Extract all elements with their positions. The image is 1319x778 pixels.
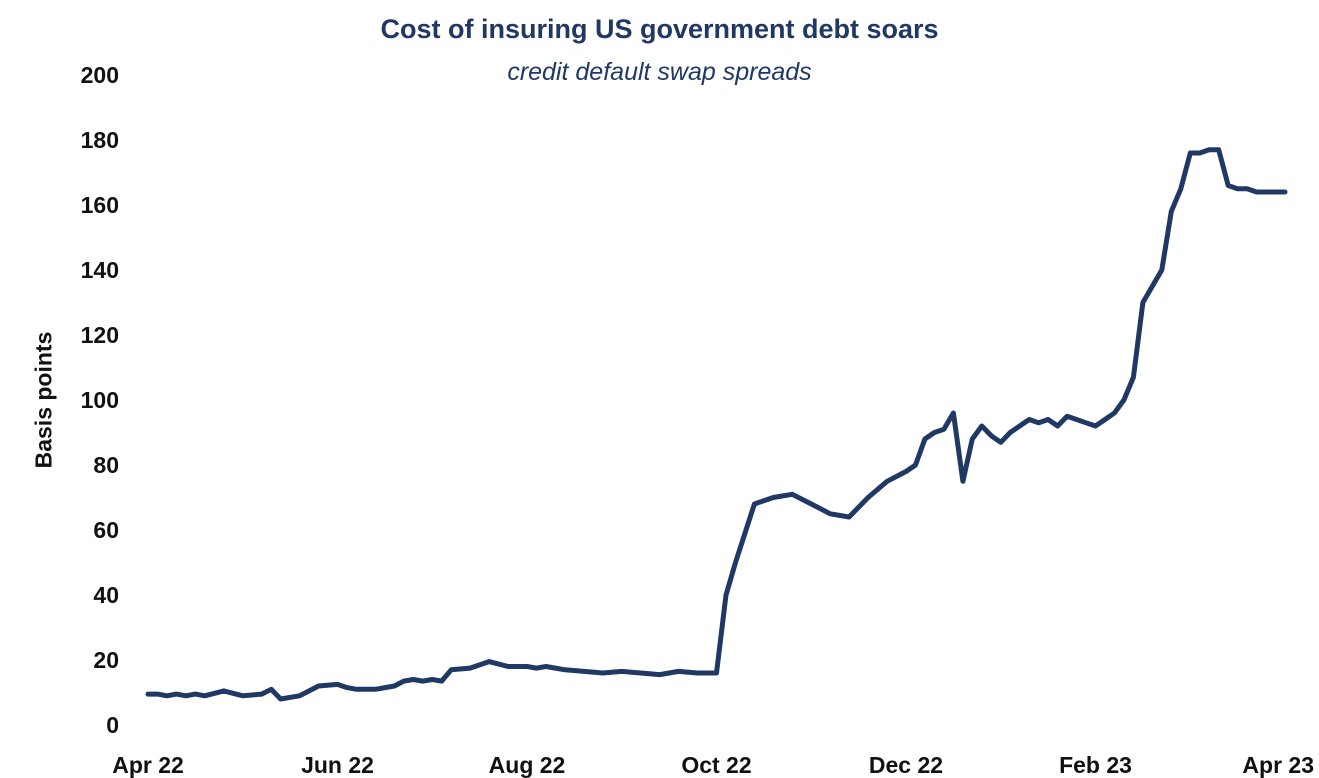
x-tick-label: Apr 23 xyxy=(1242,752,1314,778)
x-tick-label: Feb 23 xyxy=(1059,752,1132,778)
y-tick-label: 60 xyxy=(93,517,119,543)
x-tick-label: Aug 22 xyxy=(489,752,566,778)
chart-title: Cost of insuring US government debt soar… xyxy=(380,14,939,44)
y-tick-label: 160 xyxy=(81,192,119,218)
y-tick-label: 180 xyxy=(81,127,119,153)
chart-subtitle: credit default swap spreads xyxy=(507,58,812,86)
y-tick-label: 0 xyxy=(106,712,119,738)
y-tick-label: 100 xyxy=(81,387,119,413)
cds-spread-line xyxy=(145,147,1288,702)
y-tick-label: 20 xyxy=(93,647,119,673)
y-tick-label: 80 xyxy=(93,452,119,478)
y-tick-label: 200 xyxy=(81,62,119,88)
x-tick-label: Jun 22 xyxy=(301,752,374,778)
x-tick-label: Apr 22 xyxy=(112,752,184,778)
y-tick-label: 40 xyxy=(93,582,119,608)
x-tick-label: Dec 22 xyxy=(869,752,943,778)
x-tick-label: Oct 22 xyxy=(681,752,751,778)
y-tick-label: 120 xyxy=(81,322,119,348)
y-tick-label: 140 xyxy=(81,257,119,283)
